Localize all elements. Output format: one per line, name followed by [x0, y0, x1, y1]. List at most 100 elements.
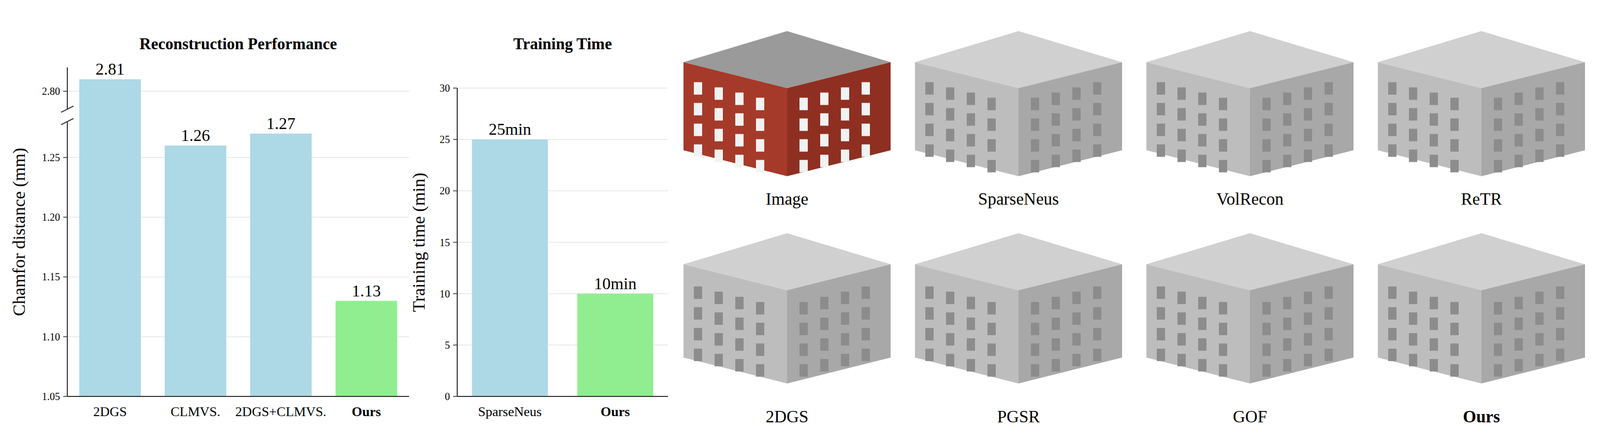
window: [946, 291, 955, 304]
image-caption: GOF: [1232, 406, 1268, 426]
window: [840, 149, 850, 163]
wall: [683, 264, 788, 384]
y-tick: [453, 138, 458, 140]
window: [946, 108, 955, 121]
window: [1388, 103, 1397, 116]
image-panel: 2DGS: [683, 233, 891, 426]
window: [1072, 353, 1081, 367]
window: [1514, 317, 1523, 330]
window: [1262, 97, 1271, 111]
window: [693, 348, 703, 361]
data-label: 1.26: [181, 125, 211, 145]
window: [820, 154, 829, 168]
window: [1218, 160, 1228, 173]
window: [925, 103, 934, 116]
window: [1030, 322, 1040, 336]
window: [1303, 108, 1313, 121]
window: [966, 113, 976, 126]
window: [840, 291, 850, 304]
bars: [471, 139, 653, 397]
window: [1177, 128, 1186, 142]
data-label: 25min: [488, 119, 532, 139]
window: [1072, 128, 1081, 142]
window: [735, 358, 744, 372]
y-tick-label: 1.25: [41, 151, 61, 164]
window: [1388, 144, 1397, 157]
window: [1429, 317, 1438, 330]
window: [755, 118, 765, 132]
wall: [1481, 62, 1585, 177]
x-tick-label: SparseNeus: [477, 403, 542, 419]
image-caption: 2DGS: [765, 406, 809, 426]
image-panel: PGSR: [914, 233, 1123, 426]
window: [1514, 113, 1523, 126]
y-tick-label: 5: [444, 339, 450, 351]
chart-title: Training Time: [513, 34, 612, 53]
y-axis-label: Chamfor distance (mm): [9, 147, 29, 316]
window: [1156, 103, 1166, 116]
y-tick: [453, 241, 458, 243]
window: [1388, 82, 1397, 95]
window: [840, 108, 850, 121]
window: [820, 113, 829, 126]
window: [1303, 312, 1313, 325]
window: [1303, 149, 1313, 163]
window: [861, 348, 870, 361]
window: [987, 322, 996, 336]
window: [1535, 332, 1544, 346]
y-tick: [453, 190, 458, 192]
window: [799, 301, 808, 315]
window: [1198, 154, 1207, 168]
window: [1198, 358, 1207, 372]
window: [1408, 149, 1418, 163]
window: [925, 327, 934, 341]
window: [1218, 97, 1228, 111]
y-tick: [63, 395, 68, 397]
image-caption: VolRecon: [1216, 189, 1284, 209]
window: [755, 364, 765, 377]
window: [1514, 92, 1523, 106]
image-panel: Image: [683, 31, 891, 209]
window: [1429, 296, 1438, 310]
x-tick-label: Ours: [351, 403, 381, 419]
wall: [1146, 62, 1250, 177]
chart-title: Reconstruction Performance: [139, 34, 337, 53]
window: [1262, 160, 1271, 173]
chart: Reconstruction Performance Chamfor distan…: [9, 34, 410, 419]
axis-break: [61, 118, 74, 125]
window: [1218, 139, 1228, 152]
window: [1429, 134, 1438, 147]
window: [1493, 364, 1503, 377]
window: [1324, 327, 1333, 341]
window: [820, 358, 829, 372]
window: [987, 139, 996, 152]
window: [1324, 144, 1333, 157]
window: [925, 348, 934, 361]
window: [1177, 87, 1186, 100]
window: [1535, 108, 1544, 121]
window: [735, 154, 744, 168]
window: [987, 160, 996, 173]
window: [1072, 149, 1081, 163]
image-panel: ReTR: [1377, 31, 1585, 209]
window: [1388, 348, 1397, 361]
window: [1051, 317, 1060, 330]
window: [946, 353, 955, 367]
window: [820, 296, 829, 310]
window: [693, 307, 703, 320]
bar: [335, 300, 398, 397]
window: [799, 139, 808, 152]
window: [987, 97, 996, 111]
window: [755, 301, 765, 315]
window: [1283, 317, 1292, 330]
window: [1324, 123, 1333, 137]
window: [1450, 160, 1459, 173]
window: [1051, 296, 1060, 310]
window: [1072, 332, 1081, 346]
window: [714, 128, 723, 142]
window: [861, 307, 870, 320]
window: [987, 343, 996, 356]
wall: [787, 62, 891, 177]
data-label: 2.81: [95, 59, 125, 79]
window: [1493, 97, 1503, 111]
